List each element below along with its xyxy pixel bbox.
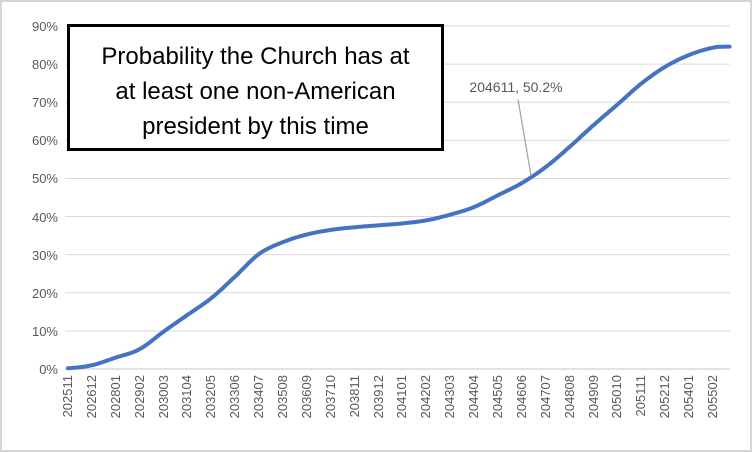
- chart-title-line-3: president by this time: [142, 113, 369, 140]
- x-tick-label: 205401: [681, 375, 697, 419]
- x-tick-label: 204707: [537, 375, 553, 419]
- x-tick-label: 205010: [609, 375, 625, 419]
- y-tick-label: 20%: [31, 285, 58, 301]
- y-tick-label: 40%: [31, 209, 58, 225]
- x-tick-label: 204808: [561, 375, 577, 419]
- chart-title-line-1: Probability the Church has at: [101, 43, 410, 70]
- x-tick-label: 203104: [179, 375, 195, 419]
- y-tick-label: 90%: [31, 19, 58, 34]
- probability-series-line: [66, 44, 732, 371]
- x-tick-label: 204303: [442, 375, 458, 419]
- x-tick-label: 203508: [275, 375, 290, 419]
- x-tick-label: 202612: [83, 375, 99, 419]
- y-tick-label: 70%: [31, 95, 58, 111]
- chart-title-box: Probability the Church has at at least o…: [67, 24, 444, 151]
- x-tick-label: 204606: [513, 375, 529, 419]
- x-tick-label: 203306: [227, 375, 243, 419]
- annotation-leader-line: [517, 99, 532, 177]
- x-tick-label: 203609: [298, 375, 314, 419]
- x-tick-label: 203912: [370, 375, 386, 419]
- y-tick-label: 0%: [39, 362, 58, 377]
- x-tick-label: 202902: [131, 375, 147, 419]
- x-tick-label: 204202: [418, 375, 434, 419]
- x-tick-label: 204505: [490, 375, 505, 419]
- chart-title-line-2: at least one non-American: [115, 78, 396, 105]
- y-tick-label: 50%: [31, 171, 58, 187]
- x-tick-label: 204101: [394, 375, 410, 419]
- x-tick-label: 205502: [705, 375, 720, 419]
- x-tick-label: 202511: [60, 375, 75, 418]
- y-tick-label: 10%: [31, 323, 58, 339]
- x-tick-label: 203407: [251, 375, 267, 419]
- x-tick-label: 203205: [203, 375, 219, 419]
- x-tick-label: 205212: [657, 375, 673, 419]
- x-tick-label: 202801: [107, 375, 123, 419]
- x-tick-label: 204404: [466, 375, 482, 419]
- x-tick-label: 204909: [585, 375, 601, 419]
- x-tick-label: 205111: [633, 375, 649, 417]
- y-tick-label: 60%: [31, 133, 58, 149]
- x-tick-label: 203811: [346, 375, 362, 418]
- x-tick-label: 203710: [322, 375, 338, 419]
- x-tick-label: 203003: [155, 375, 171, 419]
- y-tick-label: 80%: [31, 57, 58, 73]
- data-point-annotation: 204611, 50.2%: [469, 79, 563, 95]
- y-tick-label: 30%: [31, 247, 58, 263]
